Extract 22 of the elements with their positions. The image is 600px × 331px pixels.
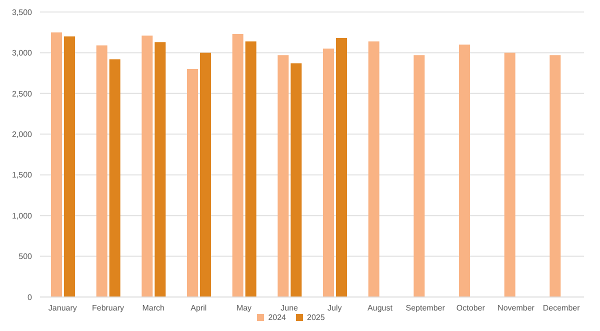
legend-label: 2025 [307,313,325,322]
y-tick-label: 1,500 [12,170,33,180]
legend-label: 2024 [268,313,286,322]
x-tick-label: July [328,304,342,313]
x-tick-label: October [456,304,486,313]
x-tick-label: May [236,304,252,313]
y-tick-label: 0 [28,292,33,302]
x-tick-label: September [406,304,446,313]
y-tick-label: 2,500 [12,89,33,98]
y-tick-label: 3,000 [12,48,33,58]
x-tick-label: April [190,304,207,313]
y-tick-label: 1,000 [12,211,33,220]
x-tick-label: December [542,304,580,313]
y-tick-label: 3,500 [12,8,33,17]
x-tick-label: February [92,304,124,313]
x-tick-label: June [280,304,299,313]
x-tick-label: August [368,304,394,313]
x-tick-label: March [142,304,164,313]
x-tick-label: November [498,304,535,313]
y-tick-label: 500 [18,252,33,262]
y-tick-label: 2,000 [12,130,33,139]
x-tick-label: January [48,304,77,313]
